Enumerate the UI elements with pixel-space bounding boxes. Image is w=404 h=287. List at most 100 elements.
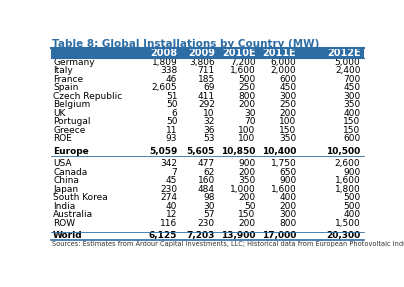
Text: 350: 350 [279, 134, 296, 144]
Text: 450: 450 [343, 83, 360, 92]
Text: 70: 70 [244, 117, 256, 126]
Text: 300: 300 [279, 210, 296, 220]
Text: 100: 100 [238, 126, 256, 135]
Text: 450: 450 [279, 83, 296, 92]
Text: 11: 11 [166, 126, 177, 135]
Text: 1,600: 1,600 [271, 185, 296, 194]
Text: 7,203: 7,203 [187, 231, 215, 241]
Text: World: World [53, 231, 83, 241]
Text: 1,500: 1,500 [335, 219, 360, 228]
Text: 12: 12 [166, 210, 177, 220]
Text: 274: 274 [160, 193, 177, 202]
Text: 2008: 2008 [150, 48, 177, 58]
Text: Italy: Italy [53, 66, 73, 75]
Text: 3,806: 3,806 [189, 58, 215, 67]
Text: 700: 700 [343, 75, 360, 84]
Text: 30: 30 [244, 109, 256, 118]
Text: 711: 711 [198, 66, 215, 75]
Text: 10,500: 10,500 [326, 147, 360, 156]
Text: 98: 98 [203, 193, 215, 202]
Text: 5,059: 5,059 [149, 147, 177, 156]
Text: 342: 342 [160, 159, 177, 168]
Text: 650: 650 [279, 168, 296, 177]
Text: 1,800: 1,800 [335, 185, 360, 194]
Text: 6,000: 6,000 [271, 58, 296, 67]
Text: 45: 45 [166, 177, 177, 185]
Text: 2010E: 2010E [222, 48, 256, 58]
Text: 300: 300 [343, 92, 360, 101]
Text: 1,750: 1,750 [271, 159, 296, 168]
Text: 93: 93 [166, 134, 177, 144]
Text: India: India [53, 202, 75, 211]
Text: 477: 477 [198, 159, 215, 168]
Text: 20,300: 20,300 [326, 231, 360, 241]
Text: 50: 50 [166, 117, 177, 126]
Text: 50: 50 [166, 100, 177, 109]
Text: 185: 185 [198, 75, 215, 84]
Text: Table 8: Global Installations by Country (MW): Table 8: Global Installations by Country… [52, 39, 320, 49]
Text: 800: 800 [238, 92, 256, 101]
Text: 17,000: 17,000 [262, 231, 296, 241]
Text: 800: 800 [279, 219, 296, 228]
Text: ROW: ROW [53, 219, 75, 228]
Text: Europe: Europe [53, 147, 89, 156]
Text: UK: UK [53, 109, 65, 118]
Text: USA: USA [53, 159, 72, 168]
Text: 51: 51 [166, 92, 177, 101]
Text: 150: 150 [343, 126, 360, 135]
Text: 150: 150 [279, 126, 296, 135]
Text: Czech Republic: Czech Republic [53, 92, 122, 101]
Text: China: China [53, 177, 79, 185]
Text: 200: 200 [279, 109, 296, 118]
Text: Belgium: Belgium [53, 100, 90, 109]
Text: 200: 200 [238, 219, 256, 228]
Text: 7: 7 [172, 168, 177, 177]
Text: 40: 40 [166, 202, 177, 211]
Text: 230: 230 [160, 185, 177, 194]
Bar [50, 48, 364, 58]
Text: South Korea: South Korea [53, 193, 108, 202]
Text: Spain: Spain [53, 83, 78, 92]
Text: 100: 100 [279, 117, 296, 126]
Text: 350: 350 [343, 100, 360, 109]
Text: 6,125: 6,125 [149, 231, 177, 241]
Text: 6: 6 [172, 109, 177, 118]
Text: 2,400: 2,400 [335, 66, 360, 75]
Text: Japan: Japan [53, 185, 78, 194]
Text: 400: 400 [343, 109, 360, 118]
Text: Greece: Greece [53, 126, 85, 135]
Text: 2011E: 2011E [263, 48, 296, 58]
Text: 1,600: 1,600 [335, 177, 360, 185]
Text: Germany: Germany [53, 58, 95, 67]
Text: 500: 500 [343, 202, 360, 211]
Text: France: France [53, 75, 83, 84]
Text: 46: 46 [166, 75, 177, 84]
Text: 10,850: 10,850 [221, 147, 256, 156]
Text: 10,400: 10,400 [262, 147, 296, 156]
Text: 900: 900 [343, 168, 360, 177]
Text: 600: 600 [343, 134, 360, 144]
Text: 411: 411 [198, 92, 215, 101]
Text: 338: 338 [160, 66, 177, 75]
Text: 62: 62 [204, 168, 215, 177]
Text: ROE: ROE [53, 134, 72, 144]
Text: 200: 200 [238, 100, 256, 109]
Text: 350: 350 [238, 177, 256, 185]
Text: 1,000: 1,000 [230, 185, 256, 194]
Text: 2012E: 2012E [327, 48, 360, 58]
Text: 100: 100 [238, 134, 256, 144]
Text: 53: 53 [203, 134, 215, 144]
Text: 7,200: 7,200 [230, 58, 256, 67]
Text: Australia: Australia [53, 210, 93, 220]
Text: 5,000: 5,000 [335, 58, 360, 67]
Text: 116: 116 [160, 219, 177, 228]
Text: 50: 50 [244, 202, 256, 211]
Text: 250: 250 [279, 100, 296, 109]
Text: 160: 160 [198, 177, 215, 185]
Text: 900: 900 [279, 177, 296, 185]
Text: 292: 292 [198, 100, 215, 109]
Text: 150: 150 [343, 117, 360, 126]
Text: 400: 400 [279, 193, 296, 202]
Text: 484: 484 [198, 185, 215, 194]
Text: 300: 300 [279, 92, 296, 101]
